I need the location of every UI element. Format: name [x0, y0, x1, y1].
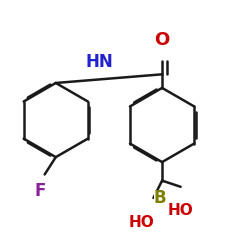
FancyBboxPatch shape — [130, 216, 152, 229]
Text: HO: HO — [128, 215, 154, 230]
Text: F: F — [34, 182, 46, 200]
FancyBboxPatch shape — [87, 55, 111, 69]
FancyBboxPatch shape — [170, 204, 192, 216]
Text: HO: HO — [168, 203, 194, 218]
FancyBboxPatch shape — [154, 191, 166, 205]
FancyBboxPatch shape — [155, 33, 170, 46]
Text: O: O — [154, 31, 170, 49]
Text: B: B — [154, 189, 166, 207]
Text: HN: HN — [85, 53, 113, 71]
FancyBboxPatch shape — [34, 184, 46, 197]
